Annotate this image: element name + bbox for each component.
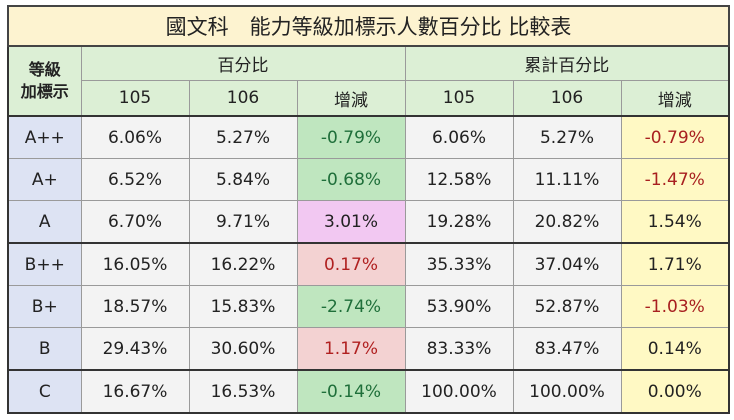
grade-label: C — [7, 369, 82, 414]
cum-105-cell: 6.06% — [404, 115, 514, 159]
cum-105-cell: 100.00% — [404, 369, 514, 414]
cum-105-cell: 12.58% — [404, 158, 514, 201]
pct-diff-cell: -0.68% — [296, 158, 406, 201]
pct-105-cell: 6.06% — [80, 115, 190, 159]
cum-105-cell: 35.33% — [404, 242, 514, 286]
pct-105-cell: 16.05% — [80, 242, 190, 286]
grade-header-line2: 加標示 — [20, 82, 69, 101]
grade-label: A+ — [7, 158, 82, 201]
pct-106-cell: 16.53% — [188, 369, 298, 414]
cum-106-cell: 5.27% — [512, 115, 622, 159]
cum-diff-cell: -1.47% — [620, 158, 730, 201]
pct-105-cell: 6.70% — [80, 200, 190, 244]
table-row-b-plus-plus: B++ 16.05% 16.22% 0.17% 35.33% 37.04% 1.… — [7, 242, 730, 286]
pct-106-cell: 16.22% — [188, 242, 298, 286]
pct-106-cell: 5.27% — [188, 115, 298, 159]
pct-diff-cell: 0.17% — [296, 242, 406, 286]
table-title: 國文科 能力等級加標示人數百分比 比較表 — [7, 5, 730, 47]
pct-105-cell: 16.67% — [80, 369, 190, 414]
pct-diff-cell: -0.14% — [296, 369, 406, 414]
table-row-b-plus: B+ 18.57% 15.83% -2.74% 53.90% 52.87% -1… — [7, 285, 730, 328]
pct-106-cell: 15.83% — [188, 285, 298, 328]
grade-column-header: 等級 加標示 — [7, 45, 82, 117]
pct-106-cell: 5.84% — [188, 158, 298, 201]
cum-105-cell: 83.33% — [404, 327, 514, 371]
table-row-b: B 29.43% 30.60% 1.17% 83.33% 83.47% 0.14… — [7, 327, 730, 371]
table-row-a: A 6.70% 9.71% 3.01% 19.28% 20.82% 1.54% — [7, 200, 730, 244]
cum-105-cell: 53.90% — [404, 285, 514, 328]
pct-105-cell: 6.52% — [80, 158, 190, 201]
cum-diff-cell: -1.03% — [620, 285, 730, 328]
col-header-cum-106: 106 — [512, 80, 622, 117]
grade-label: B+ — [7, 285, 82, 328]
grade-label: A++ — [7, 115, 82, 159]
pct-106-cell: 30.60% — [188, 327, 298, 371]
grade-header-line1: 等級 — [28, 60, 61, 79]
percentage-group-header: 百分比 — [80, 45, 406, 81]
cum-106-cell: 52.87% — [512, 285, 622, 328]
pct-105-cell: 18.57% — [80, 285, 190, 328]
cum-106-cell: 83.47% — [512, 327, 622, 371]
cum-diff-cell: 1.71% — [620, 242, 730, 286]
col-header-pct-106: 106 — [188, 80, 298, 117]
table-row-c: C 16.67% 16.53% -0.14% 100.00% 100.00% 0… — [7, 369, 730, 414]
col-header-cum-105: 105 — [404, 80, 514, 117]
pct-diff-cell: -0.79% — [296, 115, 406, 159]
cum-105-cell: 19.28% — [404, 200, 514, 244]
cum-diff-cell: 0.14% — [620, 327, 730, 371]
pct-diff-cell: -2.74% — [296, 285, 406, 328]
grade-label: A — [7, 200, 82, 244]
grade-label: B — [7, 327, 82, 371]
pct-diff-cell: 3.01% — [296, 200, 406, 244]
cum-diff-cell: 0.00% — [620, 369, 730, 414]
col-header-pct-105: 105 — [80, 80, 190, 117]
pct-105-cell: 29.43% — [80, 327, 190, 371]
cum-106-cell: 11.11% — [512, 158, 622, 201]
cum-106-cell: 37.04% — [512, 242, 622, 286]
comparison-table: 國文科 能力等級加標示人數百分比 比較表 等級 加標示 百分比 累計百分比 10… — [7, 5, 730, 414]
col-header-pct-diff: 增減 — [296, 80, 406, 117]
cumulative-group-header: 累計百分比 — [404, 45, 730, 81]
pct-diff-cell: 1.17% — [296, 327, 406, 371]
cum-106-cell: 20.82% — [512, 200, 622, 244]
table-row-a-plus-plus: A++ 6.06% 5.27% -0.79% 6.06% 5.27% -0.79… — [7, 115, 730, 159]
cum-diff-cell: -0.79% — [620, 115, 730, 159]
table-row-a-plus: A+ 6.52% 5.84% -0.68% 12.58% 11.11% -1.4… — [7, 158, 730, 201]
grade-label: B++ — [7, 242, 82, 286]
cum-diff-cell: 1.54% — [620, 200, 730, 244]
pct-106-cell: 9.71% — [188, 200, 298, 244]
cum-106-cell: 100.00% — [512, 369, 622, 414]
col-header-cum-diff: 增減 — [620, 80, 730, 117]
